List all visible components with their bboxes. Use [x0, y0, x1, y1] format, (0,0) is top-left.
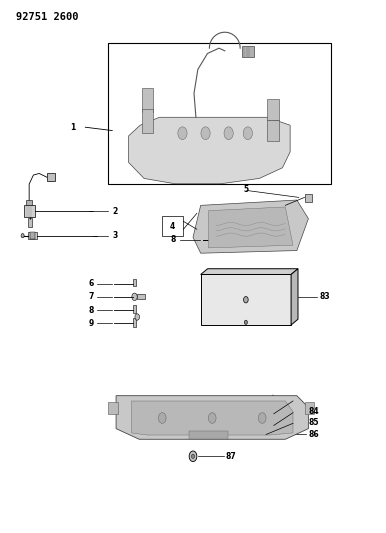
Bar [142, 109, 153, 133]
Polygon shape [291, 269, 298, 325]
Circle shape [224, 127, 233, 140]
Circle shape [244, 296, 248, 303]
Bar [201, 274, 291, 325]
Bar [28, 218, 32, 227]
Polygon shape [132, 401, 293, 435]
Circle shape [189, 451, 197, 462]
Text: 6: 6 [88, 279, 94, 288]
Bar [267, 99, 279, 120]
Text: 8: 8 [170, 236, 176, 245]
Polygon shape [193, 200, 308, 253]
Text: 87: 87 [226, 452, 237, 461]
Text: 92751 2600: 92751 2600 [16, 12, 79, 22]
Text: 83: 83 [319, 293, 330, 301]
Bar [142, 88, 153, 112]
Circle shape [191, 454, 195, 458]
Bar [263, 432, 274, 436]
Bar [108, 43, 332, 184]
Circle shape [244, 320, 247, 325]
Bar [267, 120, 279, 141]
Bar [162, 216, 183, 236]
Bar [305, 194, 312, 201]
Bar [189, 431, 228, 439]
Polygon shape [201, 269, 298, 274]
Bar [24, 205, 34, 217]
Text: 8: 8 [88, 305, 94, 314]
Circle shape [21, 233, 24, 238]
Circle shape [201, 127, 210, 140]
Text: 84: 84 [308, 407, 319, 416]
Bar [266, 407, 271, 414]
Bar [30, 232, 35, 239]
Circle shape [158, 413, 166, 423]
Bar [305, 402, 314, 414]
Circle shape [272, 415, 276, 420]
Circle shape [265, 418, 271, 427]
Circle shape [208, 413, 216, 423]
Bar [134, 305, 137, 313]
Bar [201, 237, 203, 243]
Bar [134, 318, 137, 327]
Polygon shape [116, 395, 308, 439]
Bar [28, 232, 37, 239]
Text: 86: 86 [308, 430, 319, 439]
Text: 2: 2 [112, 207, 117, 216]
Circle shape [178, 127, 187, 140]
Circle shape [243, 127, 252, 140]
Text: 7: 7 [88, 292, 94, 301]
Bar [108, 402, 118, 414]
Circle shape [135, 314, 140, 320]
Text: 1: 1 [70, 123, 76, 132]
Text: 4: 4 [170, 222, 175, 231]
Text: 5: 5 [243, 185, 248, 194]
Circle shape [132, 293, 137, 301]
Bar [26, 200, 32, 205]
Text: 85: 85 [308, 418, 319, 427]
Bar [242, 45, 254, 57]
Bar [137, 294, 145, 300]
Bar [47, 173, 55, 181]
Polygon shape [129, 117, 290, 184]
Bar [134, 279, 137, 286]
Text: 3: 3 [112, 231, 117, 240]
Circle shape [258, 413, 266, 423]
Polygon shape [208, 207, 293, 248]
Text: 9: 9 [88, 319, 94, 328]
